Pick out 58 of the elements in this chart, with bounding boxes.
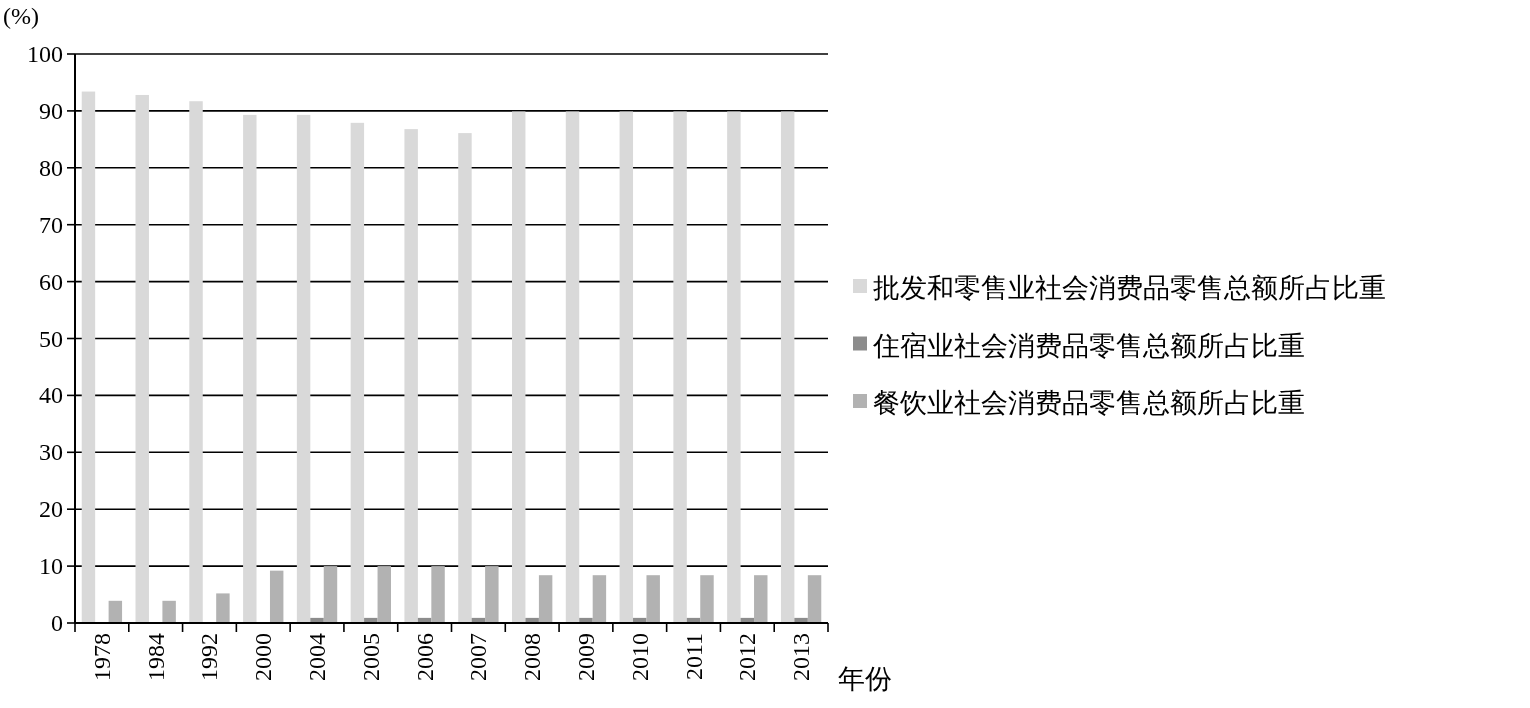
bar [350, 122, 365, 623]
y-tick-label: 100 [27, 41, 63, 67]
y-tick-label: 50 [39, 325, 63, 352]
legend-label: 住宿业社会消费品零售总额所占比重 [872, 330, 1305, 361]
legend-label: 餐饮业社会消费品零售总额所占比重 [873, 388, 1305, 418]
bar [108, 600, 123, 623]
bar [673, 111, 687, 623]
x-axis-title: 年份 [838, 664, 892, 694]
y-tick-label: 10 [39, 553, 63, 580]
bar [807, 575, 822, 623]
bar [269, 570, 284, 623]
y-tick-label: 60 [39, 268, 63, 295]
y-tick-label: 90 [39, 97, 63, 124]
x-tick-label: 2009 [572, 633, 599, 681]
bar [727, 111, 741, 623]
bar [377, 566, 391, 623]
bar [592, 575, 607, 623]
bar [700, 575, 714, 623]
bar [243, 114, 257, 623]
bar [431, 566, 445, 623]
bar [538, 575, 553, 623]
y-tick-label: 80 [39, 154, 63, 181]
x-tick-label: 2007 [465, 633, 492, 681]
x-tick-label: 2012 [734, 633, 761, 681]
y-tick-label: 40 [39, 382, 63, 409]
y-tick-label: 30 [39, 439, 63, 466]
x-tick-label: 1984 [142, 633, 169, 681]
bar [162, 600, 176, 623]
bar [512, 111, 526, 623]
y-tick-label: 20 [39, 496, 63, 523]
x-tick-label: 1992 [196, 633, 223, 681]
bar [780, 111, 795, 623]
x-tick-label: 2000 [250, 633, 277, 681]
bar [216, 593, 230, 623]
y-tick-label: 0 [51, 610, 63, 636]
y-axis-title: (%) [3, 3, 39, 29]
bar [619, 111, 634, 623]
bar [565, 111, 580, 623]
x-tick-label: 2013 [788, 633, 815, 681]
bar [485, 566, 499, 623]
x-tick-label: 2006 [411, 633, 438, 681]
x-tick-label: 2004 [304, 633, 331, 681]
x-tick-label: 2008 [519, 633, 546, 681]
bar [458, 133, 472, 623]
bar [135, 94, 149, 623]
y-tick-label: 70 [39, 211, 63, 238]
x-tick-label: 2011 [680, 633, 707, 681]
bar [754, 575, 768, 623]
bar [81, 91, 96, 623]
x-tick-label: 2010 [626, 633, 653, 681]
bar [323, 566, 338, 623]
bar [646, 575, 660, 623]
bar [296, 114, 311, 623]
legend-label: 批发和零售业社会消费品零售总额所占比重 [873, 273, 1386, 303]
x-tick-label: 2005 [357, 633, 384, 681]
bar [404, 129, 418, 623]
bar [189, 101, 203, 623]
x-tick-label: 1978 [88, 633, 115, 681]
